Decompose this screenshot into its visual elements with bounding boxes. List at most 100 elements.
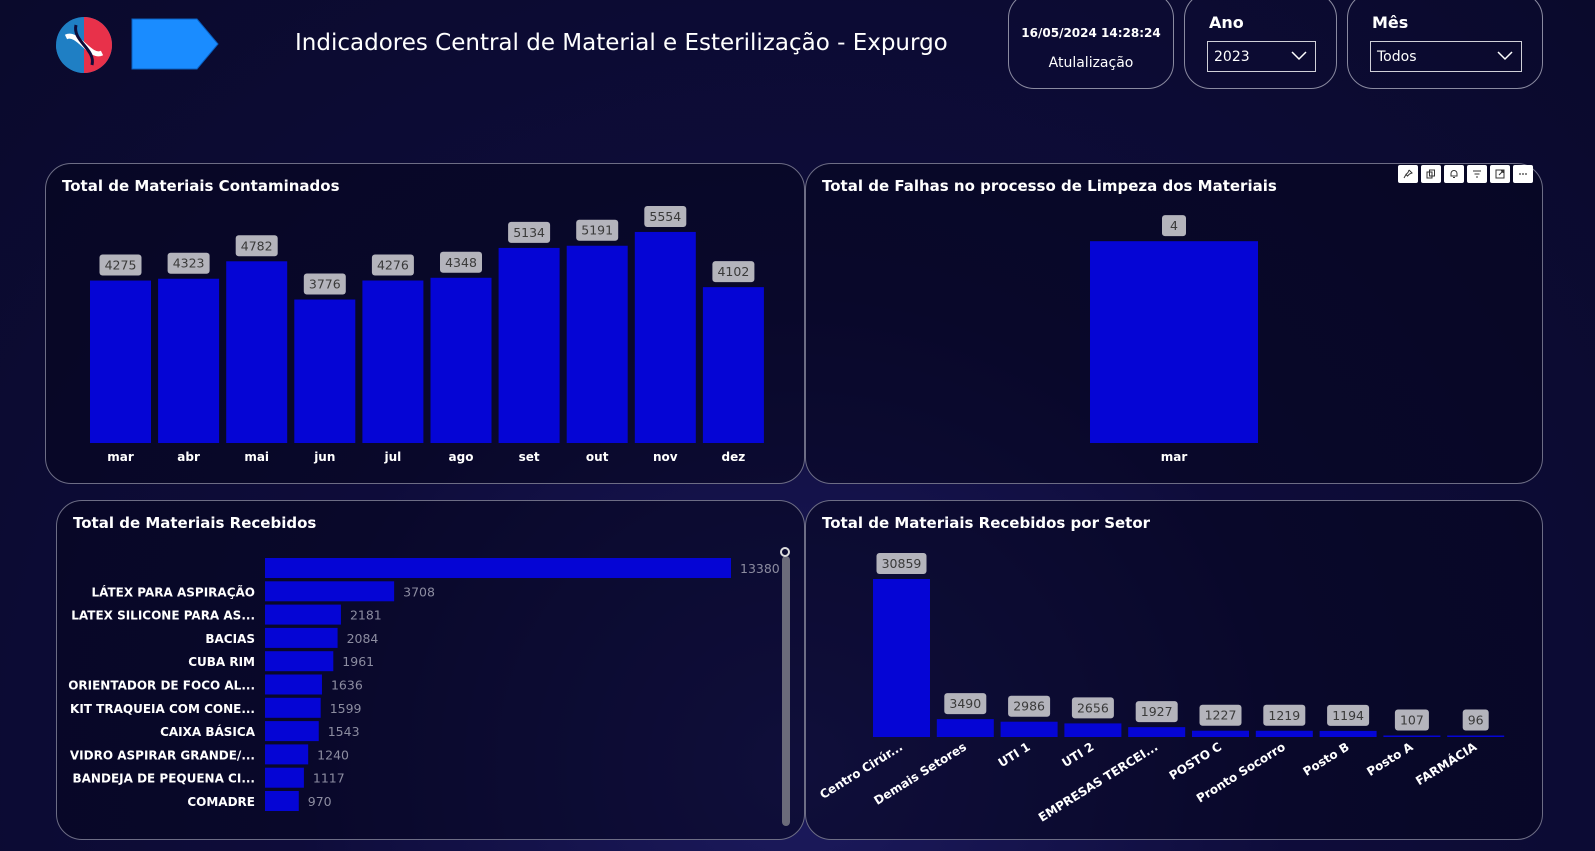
falhas-title: Total de Falhas no processo de Limpeza d…: [822, 177, 1277, 195]
data-label: 4: [1162, 215, 1186, 237]
bell-icon[interactable]: [1444, 165, 1464, 183]
bar[interactable]: [265, 558, 731, 578]
bar[interactable]: [265, 651, 334, 672]
tick-label: KIT TRAQUEIA COM CONE...: [70, 702, 255, 716]
bar[interactable]: [265, 627, 338, 648]
chevron-down-icon: [1291, 51, 1307, 61]
data-label: 3776: [303, 273, 346, 295]
bar[interactable]: [265, 767, 304, 788]
tick-label: EMPRESAS TERCEI...: [1036, 740, 1160, 825]
update-datetime: 16/05/2024 14:28:24: [1021, 26, 1161, 40]
recebidos-panel: Total de Materiais Recebidos 13380 3708 LÁ…: [56, 500, 805, 840]
mes-label: Mês: [1372, 13, 1409, 32]
setor-panel: Total de Materiais Recebidos por Setor 3…: [805, 500, 1543, 840]
bar[interactable]: [702, 287, 764, 443]
bar[interactable]: [226, 261, 288, 443]
tick-label: POSTO C: [1167, 740, 1225, 783]
data-label: 4782: [235, 235, 278, 257]
copy-icon[interactable]: [1421, 165, 1441, 183]
bar[interactable]: [936, 719, 994, 737]
svg-text:4: 4: [1170, 218, 1178, 233]
bar[interactable]: [158, 278, 220, 443]
svg-text:30859: 30859: [882, 556, 922, 571]
bar[interactable]: [90, 280, 151, 443]
visual-toolbar: [1398, 165, 1533, 183]
svg-text:4275: 4275: [105, 258, 137, 273]
tick-label: ORIENTADOR DE FOCO AL...: [68, 679, 255, 693]
focus-mode-icon[interactable]: [1490, 165, 1510, 183]
bar[interactable]: [265, 721, 319, 742]
ano-dropdown[interactable]: 2023: [1207, 41, 1316, 72]
bar[interactable]: [566, 245, 628, 443]
tick-label: set: [519, 450, 540, 464]
tick-label: jun: [313, 450, 335, 464]
bar[interactable]: [1000, 721, 1058, 737]
more-options-icon[interactable]: [1513, 165, 1533, 183]
mes-slicer: Mês Todos: [1347, 0, 1543, 89]
bar[interactable]: [1192, 730, 1249, 737]
bar[interactable]: [1255, 730, 1313, 737]
data-label: 5134: [508, 221, 551, 243]
bar[interactable]: [265, 697, 321, 718]
page-title: Indicadores Central de Material e Esteri…: [295, 30, 948, 56]
bar[interactable]: [265, 674, 322, 695]
data-label: 107: [1394, 709, 1429, 731]
tick-label: VIDRO ASPIRAR GRANDE/...: [70, 748, 255, 762]
bar[interactable]: [265, 791, 299, 811]
scrollbar[interactable]: [782, 556, 790, 826]
scroll-top-handle[interactable]: [780, 547, 790, 557]
tick-label: mai: [244, 450, 269, 464]
svg-text:1219: 1219: [1268, 708, 1300, 723]
bar[interactable]: [265, 581, 395, 602]
bar[interactable]: [498, 247, 560, 443]
data-label: 1194: [1327, 704, 1370, 726]
filter-icon[interactable]: [1467, 165, 1487, 183]
data-label: 1240: [317, 747, 349, 762]
hospital-logo-icon: [56, 17, 112, 73]
data-label: 1227: [1199, 704, 1242, 726]
arrow-right-icon[interactable]: [131, 18, 219, 70]
data-label: 3708: [403, 584, 435, 599]
bar[interactable]: [1319, 730, 1377, 737]
tick-label: LATEX SILICONE PARA AS...: [71, 609, 255, 623]
svg-text:1227: 1227: [1205, 708, 1237, 723]
bar[interactable]: [265, 604, 341, 625]
svg-text:2986: 2986: [1013, 699, 1045, 714]
bar[interactable]: [873, 579, 930, 737]
svg-text:2656: 2656: [1077, 700, 1109, 715]
svg-text:1927: 1927: [1141, 704, 1173, 719]
bar[interactable]: [634, 231, 696, 443]
data-label: 4102: [712, 261, 755, 283]
svg-text:5134: 5134: [513, 225, 545, 240]
pin-icon[interactable]: [1398, 165, 1418, 183]
recebidos-chart: 13380 3708 LÁTEX PARA ASPIRAÇÃO 2181 LATEX S…: [68, 558, 780, 811]
bar[interactable]: [294, 299, 356, 443]
data-label: 5554: [644, 205, 687, 227]
svg-text:4348: 4348: [445, 255, 477, 270]
svg-text:4782: 4782: [241, 238, 273, 253]
bar[interactable]: [362, 280, 424, 443]
bar[interactable]: [265, 744, 309, 765]
svg-text:5554: 5554: [649, 209, 681, 224]
tick-label: mar: [1161, 450, 1188, 464]
tick-label: abr: [177, 450, 200, 464]
bar[interactable]: [1447, 735, 1505, 738]
mes-dropdown[interactable]: Todos: [1370, 41, 1522, 72]
tick-label: ago: [449, 450, 474, 464]
tick-label: BANDEJA DE PEQUENA CI...: [73, 772, 256, 786]
data-label: 1927: [1135, 701, 1178, 723]
bar[interactable]: [1128, 727, 1186, 737]
bar[interactable]: [1064, 723, 1122, 737]
bar[interactable]: [1383, 735, 1441, 738]
contaminados-title: Total de Materiais Contaminados: [62, 177, 340, 195]
tick-label: FARMÁCIA: [1413, 738, 1480, 788]
data-label: 5191: [576, 219, 619, 241]
data-label: 1219: [1263, 704, 1306, 726]
data-label: 1636: [331, 678, 363, 693]
tick-label: dez: [722, 450, 746, 464]
data-label: 3490: [944, 693, 987, 715]
bar[interactable]: [430, 277, 492, 443]
bar[interactable]: [1090, 241, 1258, 443]
data-label: 4348: [440, 251, 482, 273]
